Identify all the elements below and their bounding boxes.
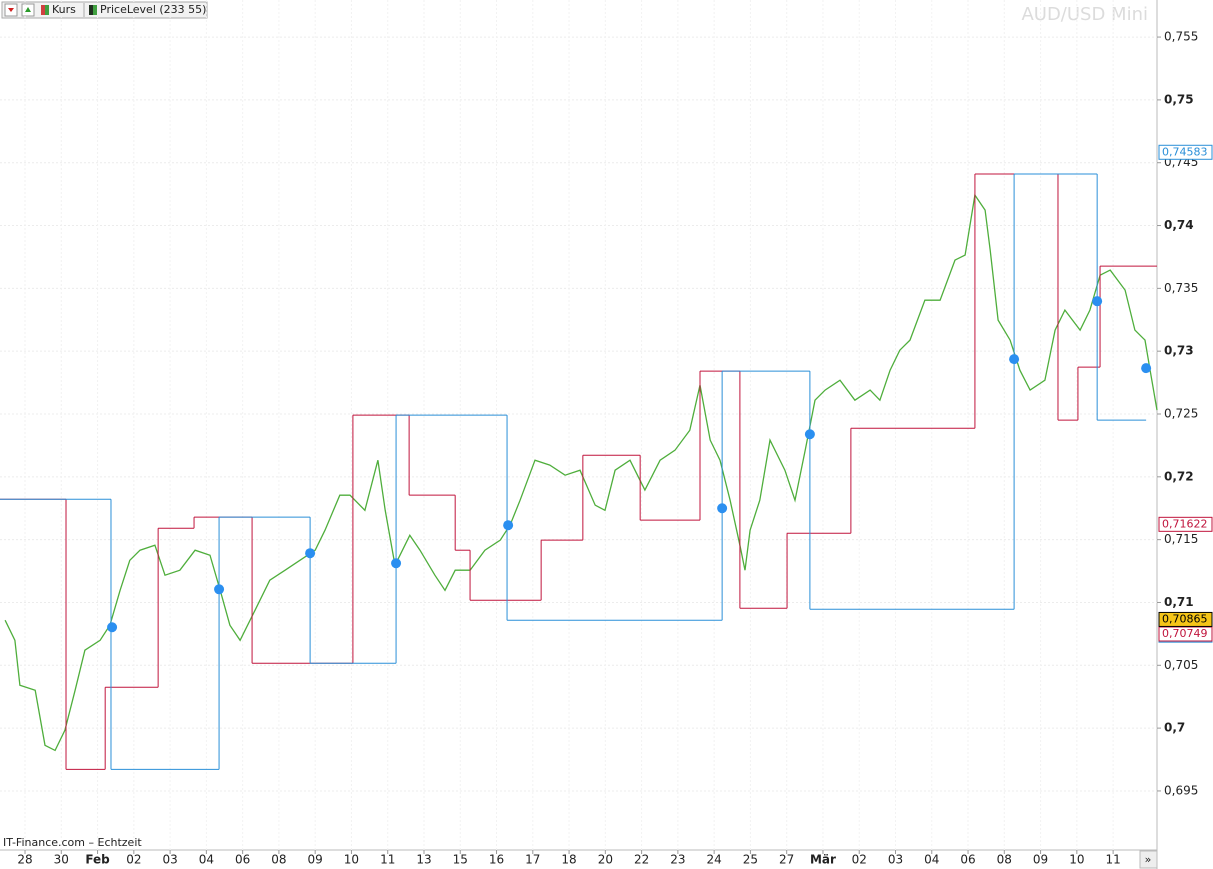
x-tick-label: 09 bbox=[1033, 853, 1048, 867]
toolbar-frame bbox=[1, 1, 208, 19]
x-tick-label: 28 bbox=[17, 853, 32, 867]
x-tick-label: 10 bbox=[1069, 853, 1084, 867]
x-tick-label: 02 bbox=[852, 853, 867, 867]
x-tick-label: 03 bbox=[162, 853, 177, 867]
price-label-box bbox=[1158, 626, 1213, 642]
x-tick-label: 23 bbox=[670, 853, 685, 867]
legend-label: Kurs bbox=[52, 3, 76, 16]
price-label: 0,70749 bbox=[1162, 627, 1208, 640]
signal-dot bbox=[1141, 363, 1152, 374]
x-tick-label: Mär bbox=[810, 853, 836, 867]
price-label-box bbox=[1158, 611, 1213, 627]
x-tick-label: 18 bbox=[561, 853, 576, 867]
x-tick-label: 04 bbox=[199, 853, 214, 867]
y-tick-label: 0,725 bbox=[1164, 407, 1198, 421]
y-tick-label: 0,73 bbox=[1164, 344, 1194, 358]
y-tick-label: 0,755 bbox=[1164, 30, 1198, 44]
signal-dot bbox=[305, 548, 316, 559]
signal-dot bbox=[717, 503, 728, 514]
y-tick-label: 0,735 bbox=[1164, 281, 1198, 295]
x-tick-label: 06 bbox=[960, 853, 975, 867]
price-label: 0,71622 bbox=[1162, 517, 1208, 530]
toolbar bbox=[1, 1, 208, 19]
icon bbox=[45, 5, 49, 15]
x-tick-label: 09 bbox=[308, 853, 323, 867]
x-tick-label: 25 bbox=[743, 853, 758, 867]
price-label: 0,70865 bbox=[1162, 612, 1208, 625]
y-tick-label: 0,74 bbox=[1164, 218, 1194, 232]
x-tick-label: 15 bbox=[453, 853, 468, 867]
x-tick-label: 10 bbox=[344, 853, 359, 867]
price-label: 0,74583 bbox=[1162, 145, 1208, 158]
x-tick-label: Feb bbox=[85, 853, 110, 867]
x-tick-label: 08 bbox=[997, 853, 1012, 867]
y-tick-label: 0,72 bbox=[1164, 469, 1194, 483]
icon bbox=[93, 5, 97, 15]
y-tick-label: 0,695 bbox=[1164, 783, 1198, 797]
grid bbox=[0, 0, 1157, 850]
legend-label: PriceLevel (233 55) bbox=[100, 3, 206, 16]
price-line bbox=[4, 193, 1158, 752]
signal-dot bbox=[391, 558, 402, 569]
icon bbox=[89, 5, 93, 15]
x-tick-label: 04 bbox=[924, 853, 939, 867]
price-label-box bbox=[1158, 144, 1213, 160]
icon bbox=[8, 8, 14, 12]
signal-dot bbox=[1092, 296, 1103, 307]
x-tick-label: 06 bbox=[235, 853, 250, 867]
x-tick-label: 27 bbox=[779, 853, 794, 867]
x-tick-label: 30 bbox=[54, 853, 69, 867]
more-button-label: » bbox=[1145, 853, 1152, 866]
signal-dot bbox=[503, 520, 514, 531]
signal-dot bbox=[214, 584, 225, 595]
y-tick-label: 0,75 bbox=[1164, 92, 1194, 106]
x-tick-label: 20 bbox=[598, 853, 613, 867]
x-tick-label: 17 bbox=[525, 853, 540, 867]
x-tick-label: 08 bbox=[271, 853, 286, 867]
signal-dot bbox=[107, 622, 118, 633]
x-tick-label: 24 bbox=[707, 853, 722, 867]
icon bbox=[25, 7, 31, 12]
watermark: AUD/USD Mini bbox=[1021, 4, 1148, 25]
y-tick-label: 0,715 bbox=[1164, 532, 1198, 546]
signal-dot bbox=[804, 429, 815, 440]
y-tick-label: 0,7 bbox=[1164, 721, 1185, 735]
y-tick-label: 0,705 bbox=[1164, 658, 1198, 672]
y-tick-label: 0,71 bbox=[1164, 595, 1194, 609]
source: IT-Finance.com – Echtzeit bbox=[3, 836, 142, 849]
x-tick-label: 16 bbox=[489, 853, 504, 867]
x-tick-label: 13 bbox=[416, 853, 431, 867]
signal-dot bbox=[1009, 354, 1020, 365]
x-tick-label: 02 bbox=[126, 853, 141, 867]
x-tick-label: 22 bbox=[634, 853, 649, 867]
x-tick-label: 11 bbox=[380, 853, 395, 867]
x-tick-label: 11 bbox=[1105, 853, 1120, 867]
x-tick-label: 03 bbox=[888, 853, 903, 867]
more-button[interactable] bbox=[1139, 850, 1158, 869]
price-label-box bbox=[1158, 516, 1213, 532]
icon bbox=[41, 5, 45, 15]
